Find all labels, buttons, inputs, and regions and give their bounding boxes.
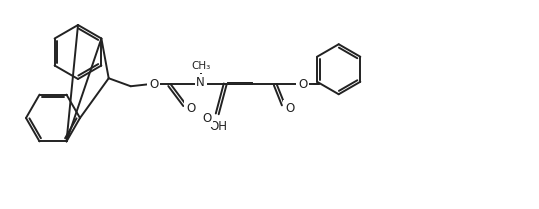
- Text: O: O: [298, 78, 307, 91]
- Text: O: O: [285, 102, 294, 115]
- Text: O: O: [202, 112, 211, 125]
- Text: CH₃: CH₃: [191, 61, 210, 71]
- Text: O: O: [186, 102, 195, 115]
- Text: N: N: [196, 76, 205, 89]
- Text: OH: OH: [210, 120, 227, 133]
- Text: O: O: [149, 78, 158, 91]
